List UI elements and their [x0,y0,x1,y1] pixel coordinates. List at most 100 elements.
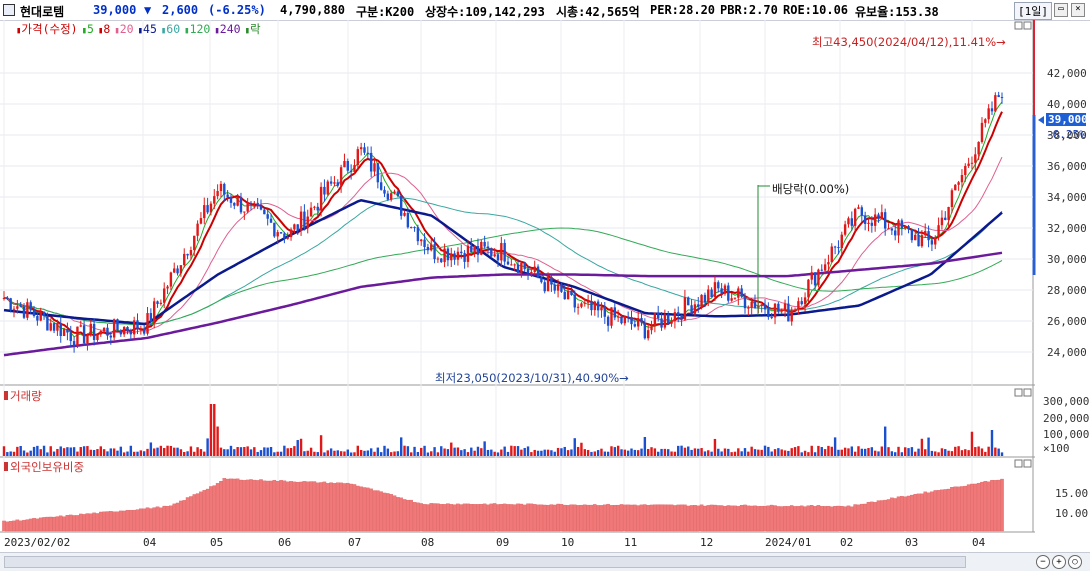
volume-bar [203,451,206,456]
legend-item[interactable]: ▮8 [98,22,110,36]
foreign-ratio-bar [122,510,126,532]
stock-name[interactable]: 현대로템 [20,5,65,19]
candle-body [463,253,466,262]
legend-item[interactable]: ▮45 [138,22,157,36]
volume-bar [483,441,486,456]
volume-bar [843,447,847,456]
candle-body [626,316,630,318]
foreign-ratio-bar [309,481,313,532]
foreign-ratio-bar [159,507,163,532]
foreign-ratio-bar [175,502,180,532]
candle-body [783,303,787,310]
candle-body [583,302,586,304]
candle-body [126,326,129,332]
chart-legend: ▮가격(수정) ▮5 ▮8 ▮20 ▮45 ▮60 ▮120 ▮240 ▮락 [16,21,265,37]
candle-body [166,286,169,289]
foreign-ratio-bar [432,503,437,532]
foreign-ratio-bar [169,505,173,532]
volume-bar [376,447,380,456]
legend-item[interactable]: ▮5 [82,22,94,36]
volume-bar [209,404,213,456]
volume-bar [773,449,777,456]
scroll-thumb[interactable] [4,556,966,568]
legend-item[interactable]: ▮60 [161,22,180,36]
foreign-ratio-bar [653,504,657,532]
candle-body [767,309,770,318]
foreign-ratio-bar [609,505,614,532]
zoom-out-icon[interactable]: − [1036,555,1050,569]
foreign-ratio-bar [616,504,620,532]
volume-bar [526,446,530,456]
close-icon[interactable]: × [1071,3,1085,17]
volume-bar [500,449,503,456]
foreign-ratio-bar [719,505,724,532]
candle-body [416,227,420,242]
candle-body [109,335,113,338]
foreign-ratio-bar [436,503,440,532]
legend-item[interactable]: ▮120 [184,22,210,36]
candle-body [243,211,246,213]
candle-body [403,212,406,216]
candle-body [613,307,617,318]
candle-body [974,154,977,163]
foreign-ratio-bar [880,500,884,532]
volume-bar [6,452,9,456]
candle-body [266,214,269,219]
volume-bar [934,451,937,456]
price-chart[interactable]: 42,000 40,000 38,000 36,000 34,000 32,000 30,0… [0,0,1090,552]
foreign-ratio-bar [119,510,123,532]
candle-body [914,234,917,241]
volume-bar [787,450,790,456]
volume-bar [2,446,6,456]
candle-body [670,321,673,324]
zoom-reset-icon[interactable]: ○ [1068,555,1082,569]
foreign-ratio-bar [2,520,6,532]
volume-bar [476,446,480,456]
volume-bar [149,442,153,456]
period-button[interactable]: [1일] [1014,2,1052,20]
foreign-ratio-bar [863,503,867,532]
candle-body [853,208,857,226]
zoom-in-icon[interactable]: + [1052,555,1066,569]
candle-body [316,206,319,211]
foreign-ratio-bar [439,504,444,532]
volume-bar [710,451,713,456]
volume-bar [82,446,86,456]
foreign-ratio-bar [853,504,857,532]
foreign-ratio-bar [613,504,617,532]
date-tick-label: 08 [421,536,434,549]
stock-select-icon[interactable] [3,4,15,16]
volume-bar [36,445,39,456]
chart-scrollbar[interactable]: − + ○ [0,552,1090,571]
volume-bar [910,447,914,456]
foreign-ratio-bar [28,518,33,532]
foreign-ratio-bar [593,504,597,532]
candle-body [606,316,610,326]
candle-body [997,95,1000,98]
volume-bar [76,451,79,456]
foreign-ratio-bar [739,504,744,532]
volume-bar [109,448,113,456]
candle-body [964,165,967,176]
price-tick-label: 30,000 [1047,253,1087,266]
foreign-ratio-bar [773,505,777,532]
candle-body [263,209,266,215]
foreign-ratio-bar [115,511,120,532]
minimize-icon[interactable]: ▭ [1054,3,1068,17]
candle-body [813,272,817,286]
legend-item[interactable]: ▮가격(수정) [16,22,78,36]
candle-body [393,191,396,194]
volume-panel-label: 거래량 [10,389,42,403]
candle-body [16,306,19,309]
legend-item[interactable]: ▮20 [114,22,133,36]
candle-body [253,202,256,204]
volume-bar [373,451,376,456]
candle-body [189,250,193,256]
volume-bar [533,449,536,456]
foreign-ratio-bar [903,496,907,532]
legend-item[interactable]: ▮240 [214,22,240,36]
volume-bar [193,451,196,456]
volume-bar [366,450,370,456]
candle-body [787,303,790,322]
legend-item[interactable]: ▮락 [245,22,261,36]
